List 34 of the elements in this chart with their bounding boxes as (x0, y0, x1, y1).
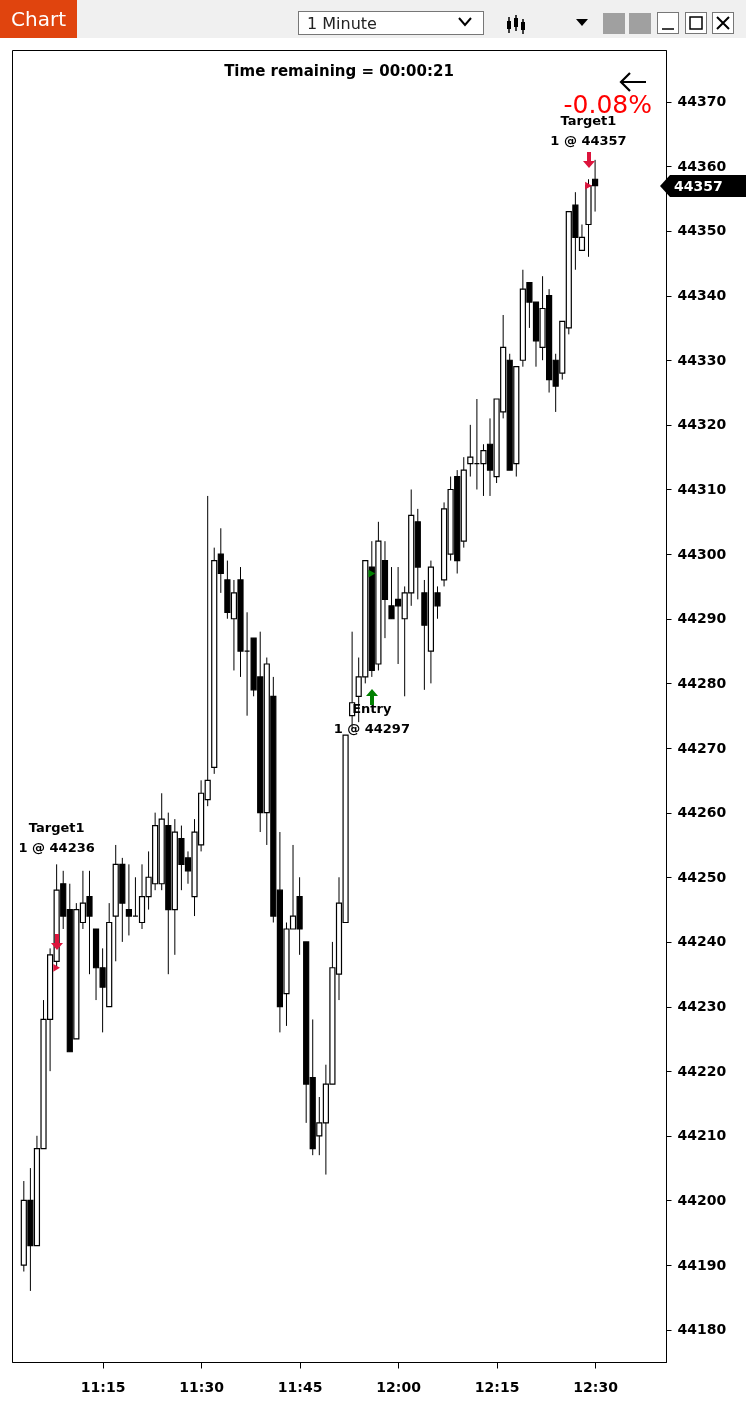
annotation: Time remaining = 00:00:21 (223, 62, 455, 80)
y-tick-label: 44310 (677, 480, 727, 497)
y-tick-label: 44220 (677, 1062, 727, 1079)
y-tick-label: 44320 (677, 416, 727, 433)
point (368, 569, 376, 578)
text: 1 Minute (298, 11, 484, 35)
y-tick-label: 44190 (677, 1256, 727, 1273)
annotation: Target1 1 @ 44236 (17, 819, 96, 858)
y-tick-label: 44180 (677, 1321, 727, 1338)
y-tick-label: 44260 (677, 804, 727, 821)
y-tick-label: 44270 (677, 739, 727, 756)
y-tick-label: 44240 (677, 933, 727, 950)
y-tick-label: 44200 (677, 1191, 727, 1208)
y-tick-label: 44340 (677, 287, 727, 304)
point (53, 963, 60, 972)
x-tick-label: 12:00 (376, 1378, 422, 1395)
y-tick-label: 44350 (677, 222, 727, 239)
y-tick-label: 44370 (677, 93, 727, 110)
y-tick-label: 44290 (677, 610, 727, 627)
x-tick-label: 11:15 (80, 1378, 126, 1395)
text: 44357 (674, 176, 723, 196)
x-tick-label: 12:30 (573, 1378, 619, 1395)
y-tick-label: 44230 (677, 998, 727, 1015)
point (585, 181, 592, 190)
y-tick-label: 44280 (677, 674, 727, 691)
y-tick-label: 44250 (677, 868, 727, 885)
y-tick-label: 44300 (677, 545, 727, 562)
x-tick-label: 11:30 (179, 1378, 225, 1395)
y-tick-label: 44210 (677, 1127, 727, 1144)
x-tick-label: 11:45 (277, 1378, 323, 1395)
x-tick-label: 12:15 (474, 1378, 520, 1395)
text: Chart (0, 0, 77, 38)
y-tick-label: 44360 (677, 157, 727, 174)
y-tick-label: 44330 (677, 351, 727, 368)
